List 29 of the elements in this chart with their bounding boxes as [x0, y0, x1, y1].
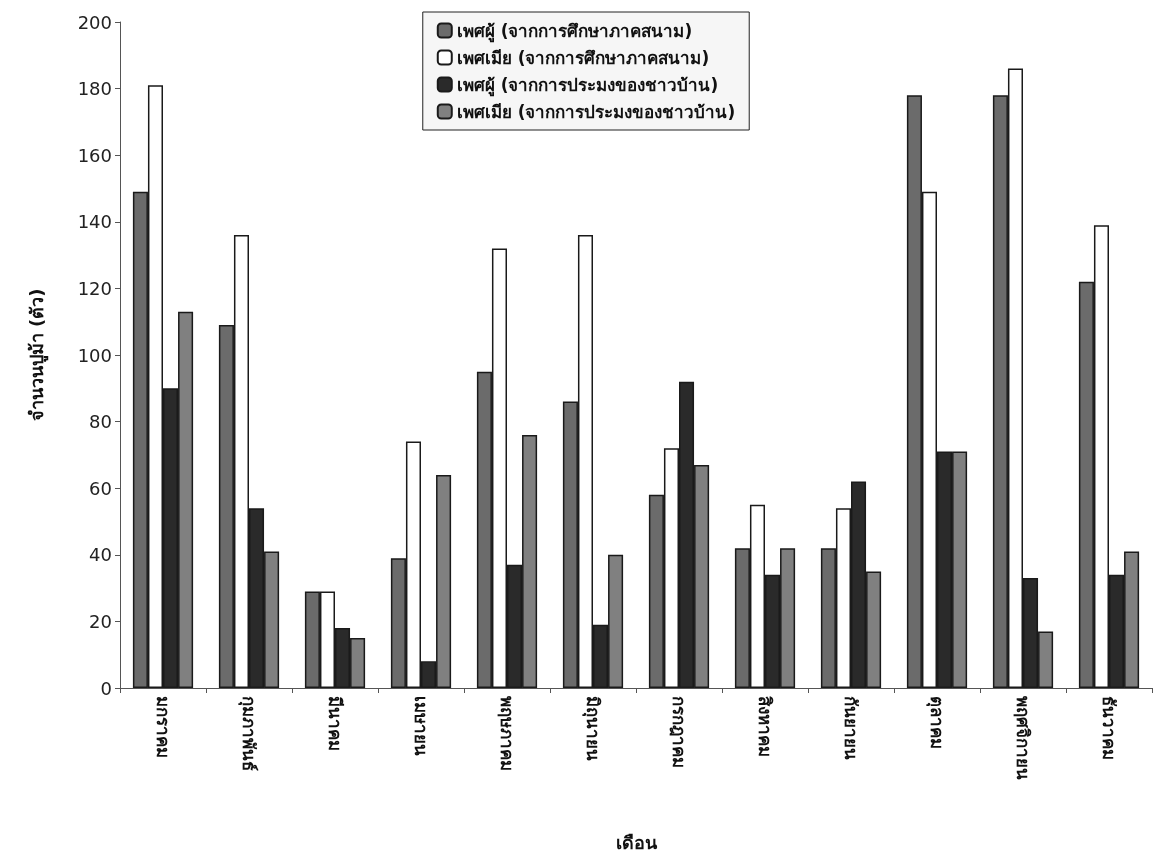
y-axis-title: จำนวนปูม้า (ตัว) — [25, 288, 49, 422]
x-tick-label: กุมภาพันธ์ — [238, 696, 259, 771]
x-tick-label: กันยายน — [841, 696, 861, 760]
x-tick-label: เมษายน — [411, 696, 431, 756]
y-tick-label: 80 — [89, 411, 112, 433]
x-tick-label: พฤษภาคม — [497, 696, 517, 771]
legend-label: เพศผู้ (จากการประมงของชาวบ้าน) — [456, 74, 719, 97]
x-axis-title: เดือน — [615, 831, 658, 853]
x-tick-label: กรกฎาคม — [669, 696, 689, 768]
y-tick-label: 100 — [77, 344, 112, 366]
y-tick-label: 0 — [100, 677, 112, 699]
y-tick-label: 180 — [77, 78, 112, 100]
legend-label: เพศเมีย (จากการประมงของชาวบ้าน) — [456, 101, 736, 122]
y-tick-label: 60 — [89, 477, 112, 499]
y-tick-label: 160 — [77, 144, 112, 166]
x-tick-label: มิถุนายน — [582, 696, 603, 761]
y-tick-label: 20 — [89, 610, 112, 632]
x-tick-label: มกราคม — [153, 696, 173, 758]
y-tick-label: 140 — [77, 211, 112, 233]
y-tick-label: 40 — [89, 544, 112, 566]
x-tick-label: ธันวาคม — [1099, 696, 1119, 760]
x-tick-label: สิงหาคม — [755, 696, 775, 757]
x-tick-label: พฤศจิกายน — [1013, 696, 1033, 780]
x-tick-label: มีนาคม — [325, 696, 345, 751]
y-tick-label: 120 — [77, 277, 112, 299]
legend-label: เพศผู้ (จากการศึกษาภาคสนาม) — [456, 20, 693, 43]
x-tick-label: ตุลาคม — [926, 696, 947, 749]
legend-label: เพศเมีย (จากการศึกษาภาคสนาม) — [456, 47, 710, 68]
y-tick-label: 200 — [77, 11, 112, 33]
